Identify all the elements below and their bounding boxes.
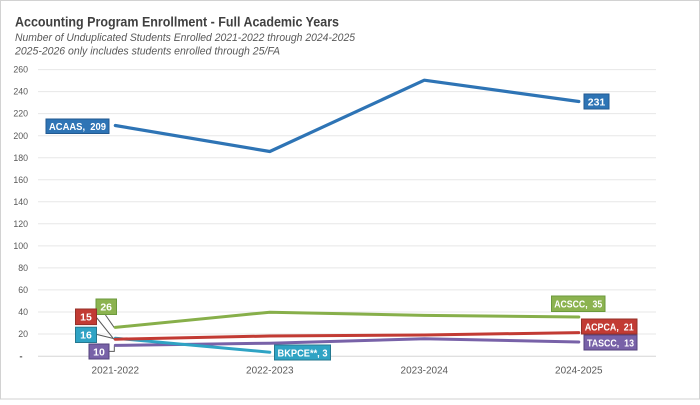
svg-text:60: 60 <box>18 285 28 295</box>
svg-text:2025-2026 only includes studen: 2025-2026 only includes students enrolle… <box>14 46 280 58</box>
svg-text:240: 240 <box>13 87 28 97</box>
svg-text:100: 100 <box>13 241 28 251</box>
svg-text:140: 140 <box>13 197 28 207</box>
svg-text:231: 231 <box>588 96 606 108</box>
svg-text:15: 15 <box>80 312 92 324</box>
svg-text:TASCC, 13: TASCC, 13 <box>587 337 634 349</box>
svg-text:Accounting Program Enrollment: Accounting Program Enrollment - Full Aca… <box>15 14 339 30</box>
svg-text:80: 80 <box>18 263 28 273</box>
svg-text:160: 160 <box>13 175 28 185</box>
svg-text:2024-2025: 2024-2025 <box>555 366 603 377</box>
svg-text:40: 40 <box>18 307 28 317</box>
svg-text:2022-2023: 2022-2023 <box>246 366 294 377</box>
svg-text:16: 16 <box>80 330 92 342</box>
svg-text:2021-2022: 2021-2022 <box>92 366 140 377</box>
svg-text:ACSCC, 35: ACSCC, 35 <box>554 299 602 311</box>
svg-text:220: 220 <box>13 109 28 119</box>
svg-text:10: 10 <box>93 346 105 358</box>
svg-text:26: 26 <box>100 302 112 314</box>
svg-text:120: 120 <box>13 219 28 229</box>
svg-text:200: 200 <box>13 131 28 141</box>
svg-text:260: 260 <box>13 65 28 75</box>
svg-text:ACPCA, 21: ACPCA, 21 <box>585 321 634 333</box>
svg-text:2023-2024: 2023-2024 <box>401 366 449 377</box>
svg-text:20: 20 <box>18 329 28 339</box>
svg-text:180: 180 <box>13 153 28 163</box>
svg-text:ACAAS, 209: ACAAS, 209 <box>49 121 106 133</box>
svg-text:Number of Unduplicated Student: Number of Unduplicated Students Enrolled… <box>15 32 356 44</box>
svg-text:BKPCE**, 3: BKPCE**, 3 <box>278 347 328 359</box>
